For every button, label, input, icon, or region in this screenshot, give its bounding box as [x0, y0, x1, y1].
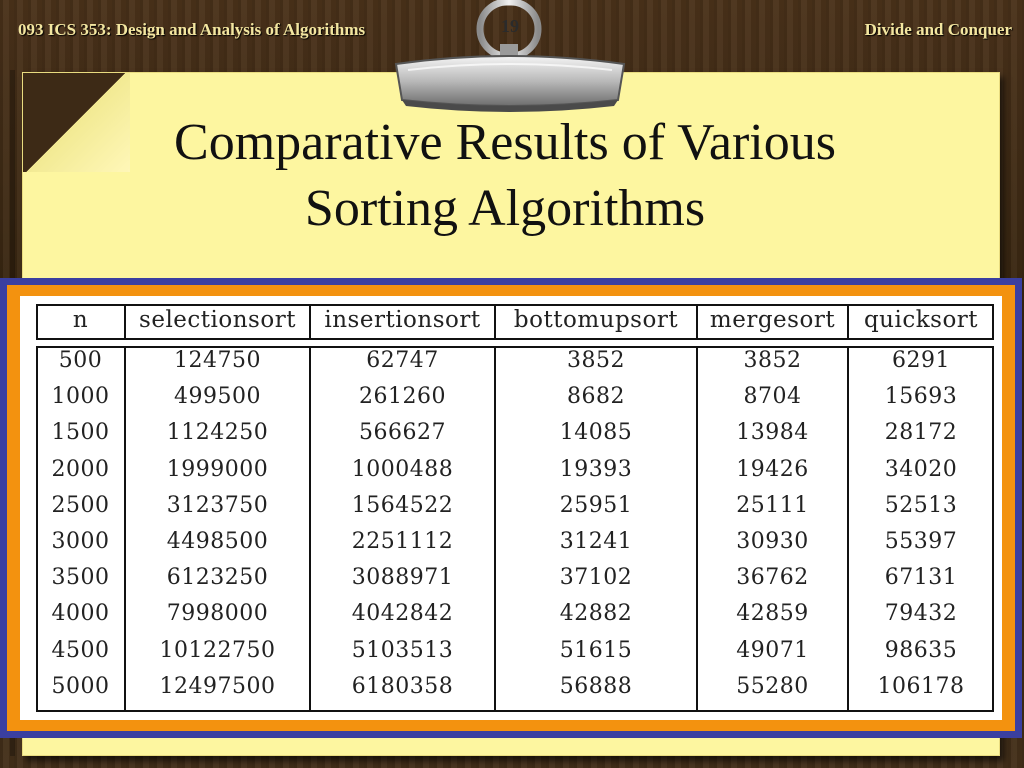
table-cell: 6123250 — [166, 565, 269, 591]
table-cell: 8682 — [567, 384, 625, 410]
table-cell: 37102 — [559, 565, 633, 591]
column-divider — [309, 304, 311, 340]
table-cell: 6180358 — [351, 673, 454, 699]
table-cell: 3852 — [743, 348, 802, 373]
table-cell: 4500 — [51, 637, 110, 663]
table-cell: 1000 — [51, 384, 110, 410]
table-cell: 8704 — [743, 384, 802, 410]
table-background — [20, 296, 1002, 720]
table-cell: 566627 — [359, 420, 446, 446]
table-cell: 49071 — [736, 637, 809, 663]
table-cell: 4498500 — [166, 529, 269, 554]
table-cell: 3852 — [567, 348, 625, 373]
table-header-box — [36, 304, 994, 340]
table-cell: 55397 — [884, 529, 958, 554]
table-cell: 62747 — [366, 348, 439, 373]
table-cell: 6291 — [892, 348, 950, 373]
table-body-box — [36, 346, 994, 712]
column-header-insertionsort: insertionsort — [324, 307, 481, 333]
table-cell: 34020 — [884, 456, 958, 482]
table-cell: 3088971 — [351, 565, 454, 591]
table-cell: 4000 — [51, 601, 110, 627]
table-cell: 261260 — [359, 384, 446, 410]
table-cell: 500 — [58, 348, 103, 373]
table-cell: 1500 — [51, 420, 110, 446]
column-header-selectionsort: selectionsort — [139, 307, 296, 333]
table-cell: 10122750 — [159, 637, 276, 663]
table-cell: 124750 — [174, 348, 261, 373]
table-cell: 1999000 — [166, 456, 269, 482]
table-cell: 31241 — [559, 529, 633, 554]
column-header-mergesort: mergesort — [709, 307, 836, 333]
column-divider — [847, 346, 849, 712]
table-cell: 25951 — [559, 492, 633, 518]
table-cell: 3123750 — [166, 492, 269, 518]
table-cell: 106178 — [877, 673, 965, 699]
table-cell: 79432 — [884, 601, 958, 627]
table-cell: 28172 — [884, 420, 958, 446]
column-divider — [124, 304, 126, 340]
table-cell: 1124250 — [166, 420, 269, 446]
table-cell: 55280 — [736, 673, 809, 699]
page-number: 19 — [501, 16, 519, 36]
table-cell: 12497500 — [159, 673, 276, 699]
table-cell: 5103513 — [351, 637, 454, 663]
table-cell: 2500 — [51, 492, 110, 518]
table-cell: 19426 — [736, 456, 809, 482]
column-divider — [847, 304, 849, 340]
column-divider — [696, 346, 698, 712]
binder-clip-icon — [394, 0, 626, 112]
table-cell: 13984 — [736, 420, 809, 446]
table-cell: 67131 — [884, 565, 958, 591]
topic-title: Divide and Conquer — [864, 20, 1012, 39]
table-cell: 56888 — [559, 673, 633, 699]
table-cell: 1000488 — [351, 456, 454, 482]
table-cell: 2000 — [51, 456, 110, 482]
column-divider — [494, 346, 496, 712]
column-header-n: n — [72, 307, 89, 333]
table-cell: 7998000 — [166, 601, 269, 627]
title-line-2: Sorting Algorithms — [304, 180, 706, 237]
table-cell: 42882 — [559, 601, 633, 627]
column-divider — [309, 346, 311, 712]
table-cell: 2251112 — [351, 529, 454, 554]
table-cell: 51615 — [559, 637, 633, 663]
table-cell: 3500 — [51, 565, 110, 591]
table-cell: 4042842 — [351, 601, 454, 627]
table-cell: 5000 — [51, 673, 110, 699]
table-cell: 14085 — [559, 420, 633, 446]
table-cell: 36762 — [736, 565, 809, 591]
table-cell: 15693 — [884, 384, 958, 410]
table-cell: 30930 — [736, 529, 809, 554]
table-cell: 1564522 — [351, 492, 454, 518]
column-divider — [124, 346, 126, 712]
slide-title: Comparative Results of Various Sorting A… — [22, 110, 988, 242]
table-cell: 3000 — [51, 529, 110, 554]
table-cell: 499500 — [174, 384, 261, 410]
table-cell: 42859 — [736, 601, 809, 627]
column-header-bottomupsort: bottomupsort — [513, 307, 679, 333]
table-cell: 19393 — [559, 456, 633, 482]
table-cell: 52513 — [884, 492, 958, 518]
column-header-quicksort: quicksort — [863, 307, 979, 333]
table-cell: 98635 — [884, 637, 958, 663]
column-divider — [696, 304, 698, 340]
title-line-1: Comparative Results of Various — [174, 114, 836, 171]
column-divider — [494, 304, 496, 340]
table-cell: 25111 — [736, 492, 809, 518]
course-title: 093 ICS 353: Design and Analysis of Algo… — [18, 20, 366, 39]
